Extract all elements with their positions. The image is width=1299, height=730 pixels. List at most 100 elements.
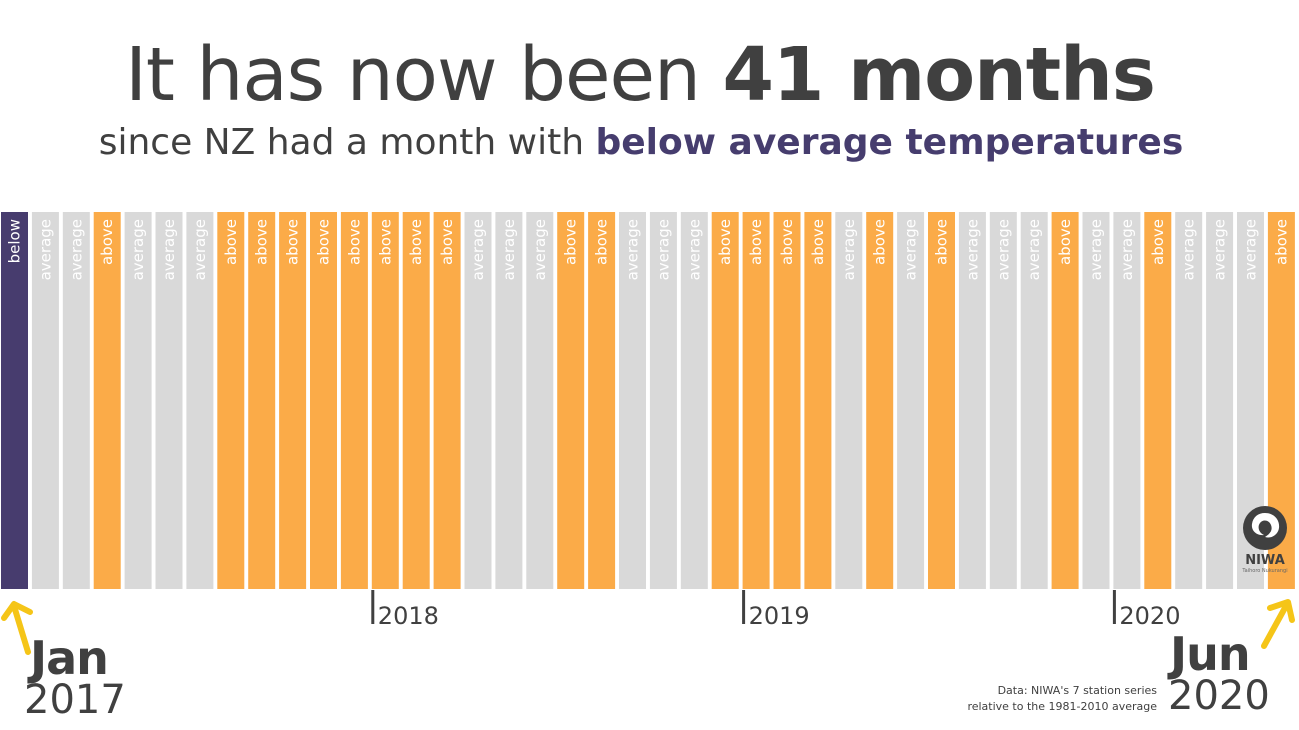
month-bar-label: above [747,219,765,265]
month-bar-label: above [593,219,611,265]
month-bar-label: average [1025,219,1043,280]
data-source-line-1: Data: NIWA's 7 station series [997,684,1157,697]
month-bar-average [464,212,492,589]
niwa-logo-tagline: Taihoro Nukurangi [1242,568,1288,574]
month-bar-average [1113,212,1141,589]
month-bar-above [773,212,801,589]
month-bar-label: average [1242,219,1260,280]
month-bar-label: above [1056,219,1074,265]
month-bar-average [186,212,214,589]
month-bar-label: above [1272,219,1290,265]
month-bar-group: average [124,212,152,589]
month-bar-label: above [98,219,116,265]
subheadline: since NZ had a month with below average … [0,118,1282,168]
month-bar-group: above [711,212,739,589]
year-tick-label: 2020 [1119,602,1180,630]
month-bar-group: average [1082,212,1110,589]
month-bar-above [93,212,121,589]
month-bar-average [1020,212,1048,589]
month-bar-group: average [155,212,183,589]
month-bar-average [526,212,554,589]
month-bar-label: average [840,219,858,280]
subheadline-prefix: since NZ had a month with [98,122,596,163]
month-bar-average [31,212,59,589]
month-bar-group: above [433,212,461,589]
month-bar-average [619,212,646,589]
month-bar-average [897,212,925,589]
month-bar-label: average [654,219,672,280]
month-bar-label: below [6,219,24,263]
month-bar-label: above [284,219,302,265]
month-bar-label: above [871,219,889,265]
month-bar-group: above [402,212,430,589]
month-bar-label: above [562,219,580,265]
month-bar-average [958,212,986,589]
month-bar-label: average [1087,219,1105,280]
month-bar-group: average [897,212,925,589]
month-bar-above [1051,212,1079,589]
month-bar-label: above [253,219,271,265]
month-bar-label: above [438,219,456,265]
month-bar-group: average [989,212,1017,589]
month-bar-average [1175,212,1203,589]
month-bar-group: above [93,212,121,589]
month-bar-group: above [773,212,801,589]
month-bar-label: average [994,219,1012,280]
month-bar-above [217,212,245,589]
month-bar-group: average [62,212,90,589]
month-bar-label: average [531,219,549,280]
niwa-logo-icon [1243,506,1287,550]
headline-count: 41 months [722,32,1155,118]
month-bar-group: average [680,212,708,589]
month-bar-average [62,212,90,589]
month-bar-label: average [902,219,920,280]
month-bar-group: above [804,212,832,589]
month-bar-group: above [310,212,337,589]
month-bar-above [248,212,276,589]
month-bar-group: above [371,212,399,589]
month-bar-label: above [933,219,951,265]
data-source-line-2: relative to the 1981-2010 average [967,700,1157,713]
month-bar-label: average [129,219,147,280]
month-bar-group: above [588,212,616,589]
month-bar-group: average [526,212,554,589]
month-bar-group: above [557,212,585,589]
month-bar-label: average [500,219,518,280]
month-bar-group: above [928,212,955,589]
month-bar-label: above [345,219,363,265]
subheadline-emphasis: below average temperatures [595,122,1184,163]
month-bar-label: above [1149,219,1167,265]
month-bar-group: below [1,212,28,589]
month-bar-group: average [31,212,59,589]
data-source-note: Data: NIWA's 7 station series relative t… [967,683,1157,715]
month-bar-above [1144,212,1172,589]
month-bar-label: average [1180,219,1198,280]
month-bar-group: average [958,212,986,589]
month-bar-above [866,212,894,589]
start-arrow-icon [1,601,33,655]
month-bar-average [1082,212,1110,589]
month-bar-above [340,212,368,589]
month-bar-label: average [963,219,981,280]
month-bar-label: above [315,219,333,265]
month-bar-label: above [376,219,394,265]
month-bar-label: above [809,219,827,265]
headline-prefix: It has now been [125,32,723,118]
month-bar-average [649,212,677,589]
month-bar-average [1206,212,1234,589]
year-tick-label: 2019 [749,602,810,630]
month-bar-group: above [279,212,307,589]
month-bar-above [804,212,832,589]
month-bar-group: average [835,212,863,589]
month-bar-group: above [1051,212,1079,589]
month-bar-group: average [1175,212,1203,589]
month-bar-label: average [624,219,642,280]
month-bar-group: above [340,212,368,589]
month-bar-label: above [222,219,240,265]
end-month-label: Jun [1170,627,1251,681]
month-bar-group: above [217,212,245,589]
headline: It has now been 41 months [0,30,1280,120]
month-bar-group: average [1020,212,1048,589]
month-bar-above [279,212,307,589]
